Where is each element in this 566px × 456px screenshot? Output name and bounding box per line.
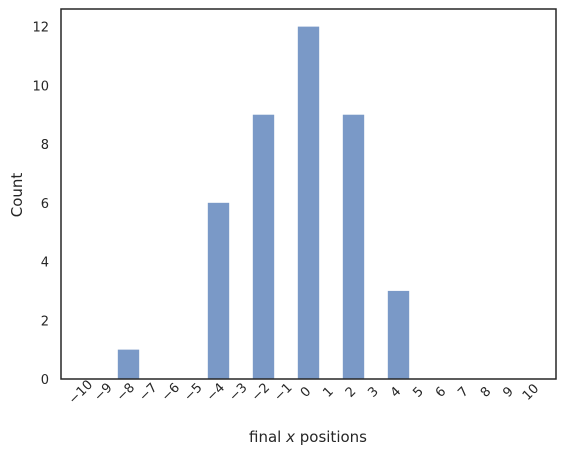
- x-tick-label: −9: [91, 380, 115, 404]
- y-tick-label: 4: [41, 256, 49, 271]
- bar-0: [297, 26, 320, 380]
- y-tick-label: 2: [41, 314, 49, 329]
- x-tick-label: 7: [455, 384, 471, 400]
- y-tick-labels: 0 2 4 6 8 10 12: [32, 21, 49, 388]
- x-axis-label-suffix: positions: [295, 428, 367, 446]
- x-axis-label-variable: x: [285, 428, 295, 446]
- y-tick-label: 10: [32, 79, 49, 94]
- y-tick-label: 6: [41, 197, 49, 212]
- x-tick-labels: −10−9−8−7−6−5−4−3−2−1 0 1 2 3 4 5 6 7 8 9 10: [66, 378, 542, 408]
- y-tick-label: 0: [41, 373, 49, 388]
- bar-2: [342, 114, 365, 380]
- plot-frame: [60, 8, 557, 380]
- x-tick-label: 1: [320, 384, 336, 400]
- x-axis-label: final x positions: [249, 428, 367, 446]
- bar-−2: [252, 114, 275, 380]
- bars-group: [117, 26, 410, 380]
- bar-−8: [117, 349, 140, 379]
- x-tick-label: 9: [500, 384, 516, 400]
- bar-−4: [207, 202, 230, 379]
- x-tick-label: 6: [433, 384, 449, 400]
- x-tick-label: 3: [365, 384, 381, 400]
- y-axis-label: Count: [8, 173, 26, 218]
- y-tick-label: 12: [32, 21, 49, 36]
- x-tick-label: −1: [271, 380, 295, 404]
- x-tick-label: −8: [114, 380, 138, 404]
- x-tick-label: −3: [226, 380, 250, 404]
- x-tick-label: −6: [159, 380, 183, 404]
- bar-4: [387, 290, 410, 379]
- x-tick-label: 2: [343, 384, 359, 400]
- x-axis-label-prefix: final: [249, 428, 286, 446]
- x-tick-label: 10: [520, 381, 542, 403]
- x-tick-label: −7: [136, 380, 160, 404]
- x-tick-label: 0: [298, 384, 314, 400]
- x-tick-label: −4: [204, 380, 228, 404]
- x-tick-label: −5: [181, 380, 205, 404]
- x-tick-label: 8: [478, 384, 494, 400]
- y-tick-label: 8: [41, 138, 49, 153]
- x-tick-label: 5: [410, 384, 426, 400]
- x-tick-label: 4: [388, 384, 404, 400]
- x-tick-label: −2: [249, 380, 273, 404]
